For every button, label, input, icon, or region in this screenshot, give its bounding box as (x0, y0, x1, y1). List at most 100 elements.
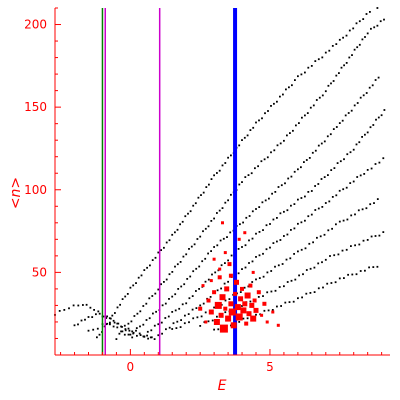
data-point (149, 264, 151, 267)
data-point (310, 65, 313, 67)
data-point (317, 58, 320, 61)
data-point (242, 221, 244, 224)
data-point (362, 18, 365, 20)
data-point (157, 323, 160, 326)
data-point (255, 313, 257, 316)
data-point (343, 158, 345, 161)
data-point (146, 334, 148, 337)
data-point (366, 239, 369, 241)
data-point (239, 291, 242, 293)
data-point (301, 116, 303, 119)
data-point (314, 149, 317, 152)
data-point (293, 227, 296, 230)
data-point (229, 231, 232, 234)
data-point (343, 64, 345, 67)
data-point (277, 186, 280, 188)
data-point (174, 293, 177, 296)
data-point (201, 260, 204, 263)
data-point (276, 144, 279, 147)
data-point (230, 154, 232, 157)
data-point (176, 320, 179, 323)
data-point (327, 174, 329, 176)
data-point (270, 290, 273, 293)
data-point (294, 79, 296, 81)
data-point (117, 322, 120, 325)
data-point (188, 321, 190, 324)
data-point (165, 241, 168, 244)
data-point (116, 326, 119, 329)
data-point (358, 43, 361, 46)
data-point (253, 307, 259, 313)
data-point (309, 267, 312, 270)
data-point (332, 80, 335, 82)
data-point (258, 206, 261, 208)
data-point (219, 324, 228, 333)
data-point (269, 223, 271, 225)
data-point (216, 172, 218, 174)
data-point (121, 330, 124, 333)
data-point (209, 279, 213, 283)
data-point (191, 295, 194, 297)
data-point (242, 301, 248, 307)
data-point (146, 330, 149, 333)
data-point (366, 131, 369, 134)
data-point (272, 218, 275, 221)
data-point (258, 231, 261, 233)
data-point (154, 256, 157, 259)
data-point (350, 214, 353, 217)
data-point (240, 286, 244, 291)
data-point (77, 323, 79, 326)
data-point (235, 313, 243, 321)
data-point (271, 192, 273, 195)
data-point (285, 88, 287, 91)
data-point (151, 259, 154, 261)
data-point (276, 240, 278, 243)
data-point (121, 298, 124, 300)
data-point (246, 134, 249, 137)
data-point (226, 236, 228, 238)
data-point (176, 263, 179, 266)
data-point (335, 43, 338, 45)
data-point (264, 112, 266, 115)
data-point (246, 311, 252, 317)
data-point (205, 186, 208, 188)
data-point (252, 298, 257, 303)
data-point (327, 229, 330, 232)
data-point (286, 233, 289, 236)
data-point (339, 160, 342, 163)
data-point (131, 330, 134, 333)
data-point (300, 197, 303, 199)
data-point (354, 244, 356, 247)
data-point (383, 109, 386, 111)
data-point (361, 136, 363, 138)
data-point (164, 302, 167, 305)
data-point (198, 265, 201, 268)
data-point (352, 148, 355, 151)
data-point (317, 287, 320, 290)
data-point (281, 263, 284, 265)
data-point (289, 257, 292, 260)
data-point (124, 295, 127, 298)
data-point (209, 296, 212, 298)
data-point (243, 136, 246, 139)
data-point (276, 100, 278, 103)
data-point (187, 313, 190, 315)
data-point (106, 322, 109, 325)
data-point (207, 252, 209, 255)
data-point (179, 261, 182, 263)
data-point (287, 177, 290, 180)
data-point (307, 191, 310, 193)
data-point (161, 304, 164, 307)
data-point (291, 84, 293, 87)
data-point (376, 198, 379, 200)
data-point (211, 319, 214, 322)
data-point (309, 106, 312, 109)
data-point (353, 104, 356, 107)
data-point (369, 203, 372, 206)
data-point (145, 302, 148, 305)
data-point (220, 264, 223, 267)
data-point (135, 282, 137, 284)
data-point (274, 289, 277, 292)
data-point (317, 144, 320, 147)
data-point (98, 312, 101, 315)
